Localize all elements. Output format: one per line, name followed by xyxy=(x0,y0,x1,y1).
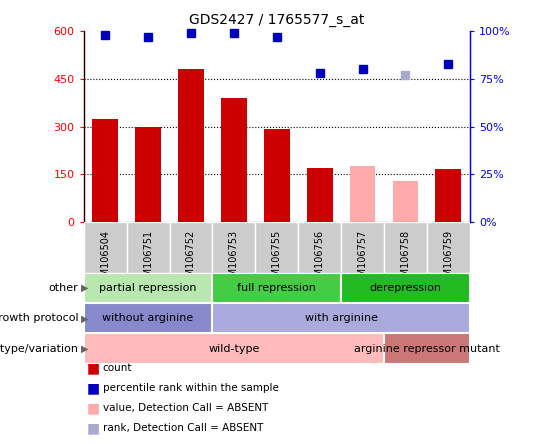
Bar xyxy=(212,222,255,273)
Text: growth protocol: growth protocol xyxy=(0,313,78,323)
Text: GSM106758: GSM106758 xyxy=(401,230,410,289)
Bar xyxy=(212,273,341,303)
Text: genotype/variation: genotype/variation xyxy=(0,344,78,353)
Bar xyxy=(221,98,247,222)
Text: other: other xyxy=(49,283,78,293)
Text: GSM106753: GSM106753 xyxy=(229,230,239,289)
Text: GSM106759: GSM106759 xyxy=(443,230,454,289)
Bar xyxy=(84,333,384,364)
Title: GDS2427 / 1765577_s_at: GDS2427 / 1765577_s_at xyxy=(189,13,364,27)
Bar xyxy=(341,273,470,303)
Text: arginine repressor mutant: arginine repressor mutant xyxy=(354,344,500,353)
Bar xyxy=(264,129,289,222)
Text: partial repression: partial repression xyxy=(99,283,197,293)
Text: GSM106757: GSM106757 xyxy=(357,230,368,289)
Bar xyxy=(427,222,470,273)
Bar xyxy=(170,222,212,273)
Text: count: count xyxy=(103,363,132,373)
Text: GSM106755: GSM106755 xyxy=(272,230,282,289)
Bar xyxy=(298,222,341,273)
Text: with arginine: with arginine xyxy=(305,313,377,323)
Bar xyxy=(435,170,461,222)
Text: full repression: full repression xyxy=(237,283,316,293)
Bar xyxy=(92,119,118,222)
Bar xyxy=(84,222,126,273)
Text: ■: ■ xyxy=(86,401,99,415)
Text: ▶: ▶ xyxy=(81,344,89,353)
Text: ▶: ▶ xyxy=(81,313,89,323)
Bar xyxy=(350,166,375,222)
Bar xyxy=(178,69,204,222)
Text: rank, Detection Call = ABSENT: rank, Detection Call = ABSENT xyxy=(103,423,263,433)
Text: GSM106751: GSM106751 xyxy=(143,230,153,289)
Text: without arginine: without arginine xyxy=(103,313,194,323)
Bar xyxy=(212,303,470,333)
Text: GSM106756: GSM106756 xyxy=(315,230,325,289)
Text: percentile rank within the sample: percentile rank within the sample xyxy=(103,383,279,393)
Text: ■: ■ xyxy=(86,421,99,435)
Text: ■: ■ xyxy=(86,381,99,395)
Bar xyxy=(135,127,161,222)
Bar xyxy=(84,303,212,333)
Bar xyxy=(84,273,212,303)
Text: GSM106504: GSM106504 xyxy=(100,230,110,289)
Bar xyxy=(384,222,427,273)
Bar xyxy=(384,333,470,364)
Text: ▶: ▶ xyxy=(81,283,89,293)
Text: derepression: derepression xyxy=(369,283,442,293)
Bar xyxy=(393,181,418,222)
Bar xyxy=(341,222,384,273)
Text: ■: ■ xyxy=(86,361,99,375)
Bar xyxy=(255,222,298,273)
Text: wild-type: wild-type xyxy=(208,344,260,353)
Text: value, Detection Call = ABSENT: value, Detection Call = ABSENT xyxy=(103,403,268,413)
Text: GSM106752: GSM106752 xyxy=(186,230,196,289)
Bar xyxy=(307,168,333,222)
Bar xyxy=(126,222,170,273)
